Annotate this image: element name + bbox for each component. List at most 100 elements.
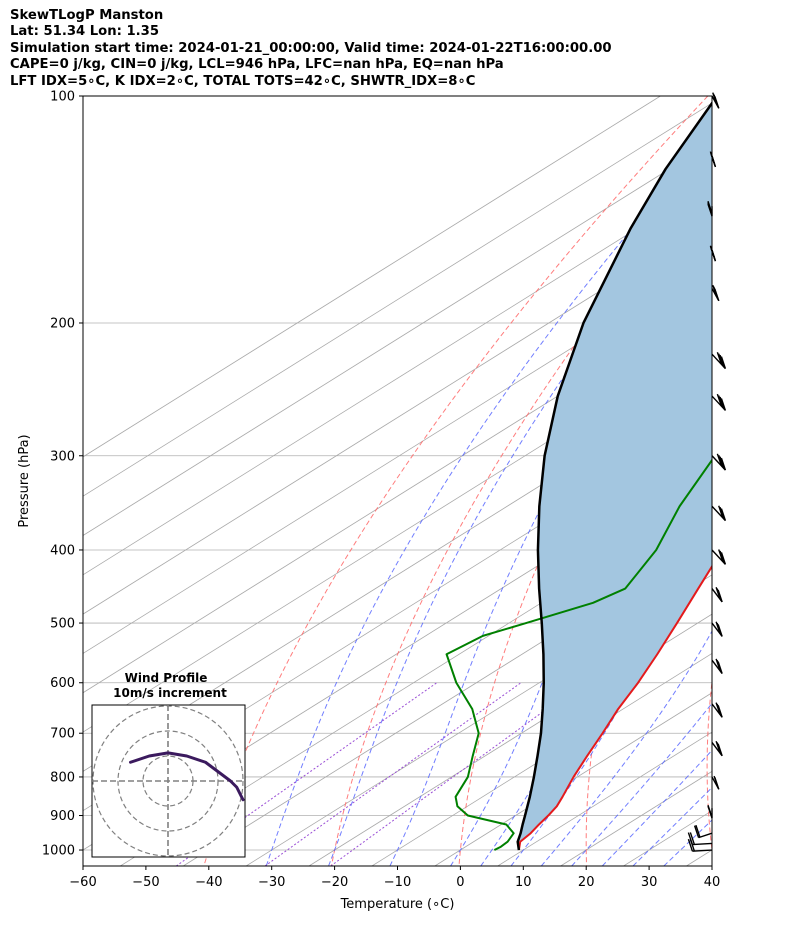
y-tick-label: 900 (50, 809, 75, 824)
y-tick-label: 700 (50, 727, 75, 742)
mixing-ratio-line (175, 682, 438, 866)
x-tick-label: −50 (132, 875, 159, 890)
barb-staff (692, 842, 713, 846)
barb-flag (720, 552, 727, 565)
wind-barb (711, 587, 723, 603)
y-tick-label: 600 (50, 676, 75, 691)
barb-flag (718, 505, 724, 518)
isotherm-line (83, 338, 712, 733)
wind-barb (711, 621, 723, 637)
barb-flag (715, 702, 721, 715)
mixing-ratio-line (264, 682, 522, 866)
isotherm-line (434, 692, 712, 866)
barb-flag (719, 550, 725, 564)
moist-adiabat-line (265, 134, 712, 866)
wind-barb (711, 658, 723, 674)
barb-flag (719, 456, 725, 469)
x-tick-label: 0 (456, 875, 464, 890)
wind-barb (709, 245, 717, 262)
x-tick-label: 40 (704, 875, 721, 890)
y-axis-label: Pressure (hPa) (17, 434, 32, 527)
wind-barb (707, 804, 713, 819)
wind-barb (711, 92, 720, 109)
wind-barb (693, 824, 713, 839)
barb-flag (712, 284, 718, 298)
hodograph-title: Wind Profile (125, 671, 208, 685)
barb-staff (698, 832, 713, 839)
wind-barb (711, 284, 720, 302)
wind-barb (711, 453, 727, 471)
wind-barb (709, 151, 717, 168)
isotherm-line (120, 495, 712, 866)
x-tick-label: 10 (515, 875, 532, 890)
barb-flag (718, 395, 724, 408)
isotherm-line (308, 613, 712, 866)
dry-adiabat-line (330, 166, 712, 866)
wind-barb (711, 740, 723, 757)
wind-barb (687, 838, 713, 852)
barb-flag (716, 393, 723, 407)
wind-barb (711, 775, 720, 790)
barb-flag (707, 200, 713, 214)
y-tick-label: 200 (50, 316, 75, 331)
isotherm-line (497, 731, 712, 866)
barb-flag (716, 453, 723, 467)
barb-flag (689, 832, 696, 845)
wind-barb (711, 702, 723, 718)
barb-flag (715, 658, 721, 672)
barb-flag (709, 245, 716, 258)
hodograph-trace (129, 751, 245, 802)
dry-adiabat-line (203, 96, 709, 866)
barb-flag (693, 825, 700, 838)
isotherm-line (83, 259, 712, 654)
moist-adiabat-line (601, 749, 712, 866)
barb-flag (719, 354, 725, 368)
x-axis-label: Temperature (∘C) (340, 897, 455, 912)
indices-line: CAPE=0 j/kg, CIN=0 j/kg, LCL=946 hPa, LF… (10, 57, 504, 73)
moist-adiabat-line (328, 179, 712, 866)
barb-staff (692, 849, 713, 852)
moist-adiabat-line (632, 786, 712, 866)
barb-flag (713, 775, 719, 789)
x-tick-label: −20 (321, 875, 348, 890)
barb-flag (715, 740, 721, 754)
y-tick-label: 300 (50, 449, 75, 464)
chart-title: SkewTLogP Manston (10, 8, 164, 23)
isotherm-line (83, 141, 712, 536)
barb-flag (716, 352, 723, 365)
wind-barb (711, 352, 727, 370)
x-tick-label: 30 (641, 875, 658, 890)
barb-flag (707, 804, 713, 818)
isotherm-line (183, 535, 712, 866)
isotherm-line (245, 574, 712, 866)
x-tick-label: −10 (384, 875, 411, 890)
y-tick-label: 100 (50, 90, 75, 105)
isotherm-line (83, 299, 712, 694)
y-tick-label: 400 (50, 543, 75, 558)
x-tick-label: −30 (258, 875, 285, 890)
barb-flag (719, 396, 725, 410)
isotherm-line (749, 96, 794, 866)
time-line: Simulation start time: 2024-01-21_00:00:… (10, 40, 612, 56)
barb-flag (712, 92, 718, 105)
barb-flag (709, 151, 716, 164)
parcel-path-line (516, 100, 712, 851)
wind-barb (711, 505, 727, 522)
temperature-line (517, 564, 712, 851)
x-tick-label: −60 (69, 875, 96, 890)
plot-area (83, 96, 794, 866)
y-tick-label: 800 (50, 770, 75, 785)
wind-barb (707, 200, 713, 217)
barb-flag (720, 508, 727, 521)
isotherm-line (83, 96, 661, 458)
wind-barb (711, 549, 727, 565)
wind-barb (711, 393, 727, 411)
indices-line-2: LFT IDX=5∘C, K IDX=2∘C, TOTAL TOTS=42∘C,… (10, 73, 476, 89)
isotherm-line (83, 102, 712, 497)
chart-header: SkewTLogP Manston Lat: 51.34 Lon: 1.35 S… (10, 8, 612, 90)
barb-flag (720, 356, 727, 369)
moist-adiabat-line (571, 702, 712, 866)
hodograph-subtitle: 10m/s increment (113, 686, 227, 700)
